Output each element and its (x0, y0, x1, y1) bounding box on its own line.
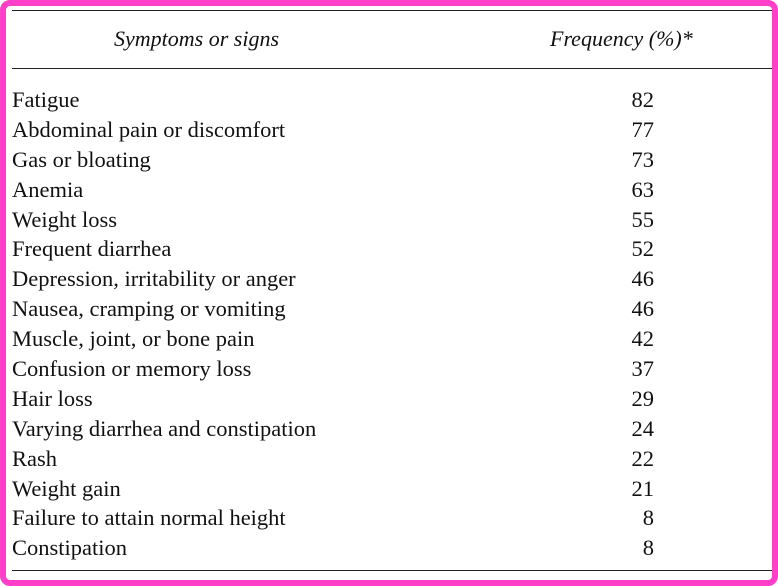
frequency-cell: 37 (631, 356, 655, 382)
table-bottom-rule (12, 570, 772, 571)
table-top-rule (12, 10, 772, 11)
frequency-cell: 42 (631, 326, 655, 352)
symptom-cell: Hair loss (12, 385, 93, 411)
symptom-cell: Constipation (12, 535, 128, 561)
symptom-cell: Anemia (12, 176, 84, 202)
symptom-cell: Failure to attain normal height (12, 505, 286, 531)
table-row: Hair loss 29 (12, 385, 772, 415)
table-row: Confusion or memory loss 37 (12, 355, 772, 385)
table-row: Anemia 63 (12, 176, 772, 206)
frequency-cell: 63 (631, 176, 655, 202)
table-row: Frequent diarrhea 52 (12, 235, 772, 265)
frequency-cell: 24 (631, 415, 655, 441)
table-row: Weight gain 21 (12, 475, 772, 505)
symptom-cell: Muscle, joint, or bone pain (12, 326, 255, 352)
symptoms-table: Symptoms or signs Frequency (%)* Fatigue… (6, 6, 772, 580)
symptom-cell: Abdominal pain or discomfort (12, 116, 286, 142)
table-row: Abdominal pain or discomfort 77 (12, 116, 772, 146)
symptom-cell: Weight loss (12, 206, 118, 232)
symptom-cell: Nausea, cramping or vomiting (12, 296, 286, 322)
frequency-cell: 8 (642, 535, 654, 561)
symptom-cell: Weight gain (12, 475, 121, 501)
table-body: Fatigue 82 Abdominal pain or discomfort 77… (12, 86, 772, 564)
frequency-cell: 73 (631, 146, 655, 172)
frequency-cell: 55 (631, 206, 655, 232)
header-frequency: Frequency (%)* (550, 26, 693, 51)
table-row: Muscle, joint, or bone pain 42 (12, 325, 772, 355)
frequency-cell: 29 (631, 385, 655, 411)
symptom-cell: Fatigue (12, 87, 80, 112)
table-row: Nausea, cramping or vomiting 46 (12, 295, 772, 325)
frequency-cell: 77 (631, 116, 655, 142)
table-row: Rash 22 (12, 445, 772, 475)
table-row: Fatigue 82 (12, 86, 772, 116)
symptom-cell: Confusion or memory loss (12, 356, 252, 382)
header-symptoms: Symptoms or signs (114, 26, 280, 51)
frequency-cell: 21 (631, 475, 655, 501)
symptom-cell: Gas or bloating (12, 146, 151, 172)
table-row: Constipation 8 (12, 534, 772, 564)
frequency-cell: 82 (631, 87, 655, 112)
symptom-cell: Depression, irritability or anger (12, 266, 296, 292)
table-row: Depression, irritability or anger 46 (12, 265, 772, 295)
table-header-rule (12, 68, 772, 69)
frequency-cell: 8 (642, 505, 654, 531)
table-row: Varying diarrhea and constipation 24 (12, 415, 772, 445)
frequency-cell: 46 (631, 296, 655, 322)
frequency-cell: 22 (631, 445, 655, 471)
frequency-cell: 46 (631, 266, 655, 292)
table-row: Failure to attain normal height 8 (12, 504, 772, 534)
symptom-cell: Frequent diarrhea (12, 236, 172, 262)
symptom-cell: Varying diarrhea and constipation (12, 415, 317, 441)
table-row: Gas or bloating 73 (12, 146, 772, 176)
symptom-cell: Rash (12, 445, 57, 471)
frequency-cell: 52 (631, 236, 655, 262)
table-row: Weight loss 55 (12, 206, 772, 236)
